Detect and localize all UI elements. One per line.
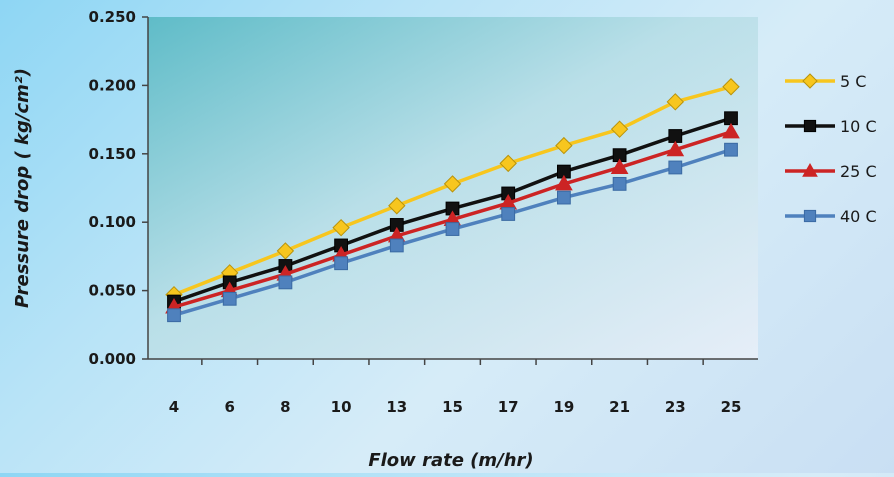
data-point	[668, 160, 683, 175]
y-tick-label: 0.150	[89, 145, 136, 163]
series-1	[167, 111, 738, 309]
data-point	[666, 140, 685, 157]
data-point	[443, 175, 462, 193]
y-axis-title: Pressure drop ( kg/cm²)	[12, 68, 33, 308]
legend-marker	[802, 162, 818, 177]
x-tick-label: 10	[331, 398, 352, 416]
data-point	[222, 291, 237, 306]
data-point	[722, 122, 740, 139]
data-point	[501, 207, 516, 221]
data-point	[610, 120, 629, 138]
data-point	[612, 176, 627, 191]
x-tick-label: 23	[665, 398, 686, 416]
x-tick-label: 6	[224, 398, 234, 416]
data-point	[724, 142, 738, 157]
x-tick-label: 13	[386, 398, 407, 416]
data-point	[445, 222, 460, 236]
y-tick-label: 0.000	[89, 350, 136, 368]
x-tick-label: 21	[609, 398, 630, 416]
y-tick-label: 0.100	[89, 213, 136, 231]
x-tick-label: 4	[169, 398, 179, 416]
series-3	[167, 142, 738, 323]
data-point	[334, 256, 349, 271]
data-point	[499, 154, 517, 173]
legend-marker	[803, 209, 817, 223]
legend-label: 10 C	[840, 117, 877, 136]
data-point	[555, 136, 573, 155]
data-point	[724, 111, 738, 126]
x-tick-label: 17	[498, 398, 519, 416]
data-point	[278, 275, 293, 290]
data-point	[722, 78, 740, 96]
data-point	[557, 190, 571, 205]
x-tick-label: 15	[442, 398, 463, 416]
legend-label: 40 C	[840, 207, 877, 226]
data-point	[389, 238, 404, 253]
data-point	[388, 197, 406, 215]
data-point	[610, 158, 629, 174]
y-tick-label: 0.200	[89, 76, 136, 94]
y-tick-label: 0.250	[89, 8, 136, 26]
x-tick-label: 19	[553, 398, 574, 416]
x-axis-title: Flow rate (m/hr)	[368, 450, 533, 471]
legend-marker	[803, 119, 817, 133]
data-point	[276, 242, 295, 260]
data-point	[332, 218, 350, 237]
axes: 0.000 0.050 0.100 0.150 0.200 0.250 4 6 8 10 13 15 1…	[89, 8, 758, 416]
x-tick-label: 8	[280, 398, 290, 416]
data-point	[555, 174, 573, 191]
x-tick-label: 25	[721, 398, 742, 416]
legend: 5 C 10 C 25 C 40 C	[785, 72, 877, 226]
y-tick-label: 0.050	[89, 282, 136, 300]
series-layer	[165, 78, 740, 323]
data-point	[167, 308, 181, 323]
legend-label: 25 C	[840, 162, 877, 181]
data-point	[668, 129, 683, 143]
legend-label: 5 C	[840, 72, 866, 91]
data-point	[666, 93, 685, 111]
legend-marker	[802, 73, 818, 89]
